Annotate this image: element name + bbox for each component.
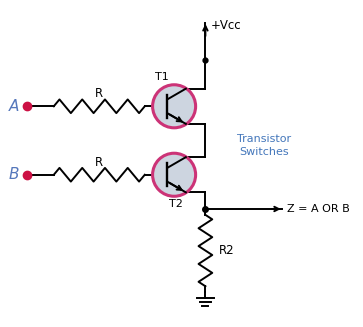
Circle shape	[152, 153, 196, 196]
Text: R: R	[95, 156, 103, 168]
Text: T2: T2	[169, 199, 183, 209]
Text: T1: T1	[155, 72, 168, 82]
Text: A: A	[8, 99, 19, 114]
Text: +Vcc: +Vcc	[210, 19, 241, 32]
Text: B: B	[8, 167, 19, 182]
Text: Z = A OR B: Z = A OR B	[287, 204, 349, 214]
Text: R2: R2	[219, 244, 235, 257]
Text: R: R	[95, 87, 103, 100]
Circle shape	[152, 85, 196, 128]
Text: Transistor
Switches: Transistor Switches	[237, 134, 291, 157]
